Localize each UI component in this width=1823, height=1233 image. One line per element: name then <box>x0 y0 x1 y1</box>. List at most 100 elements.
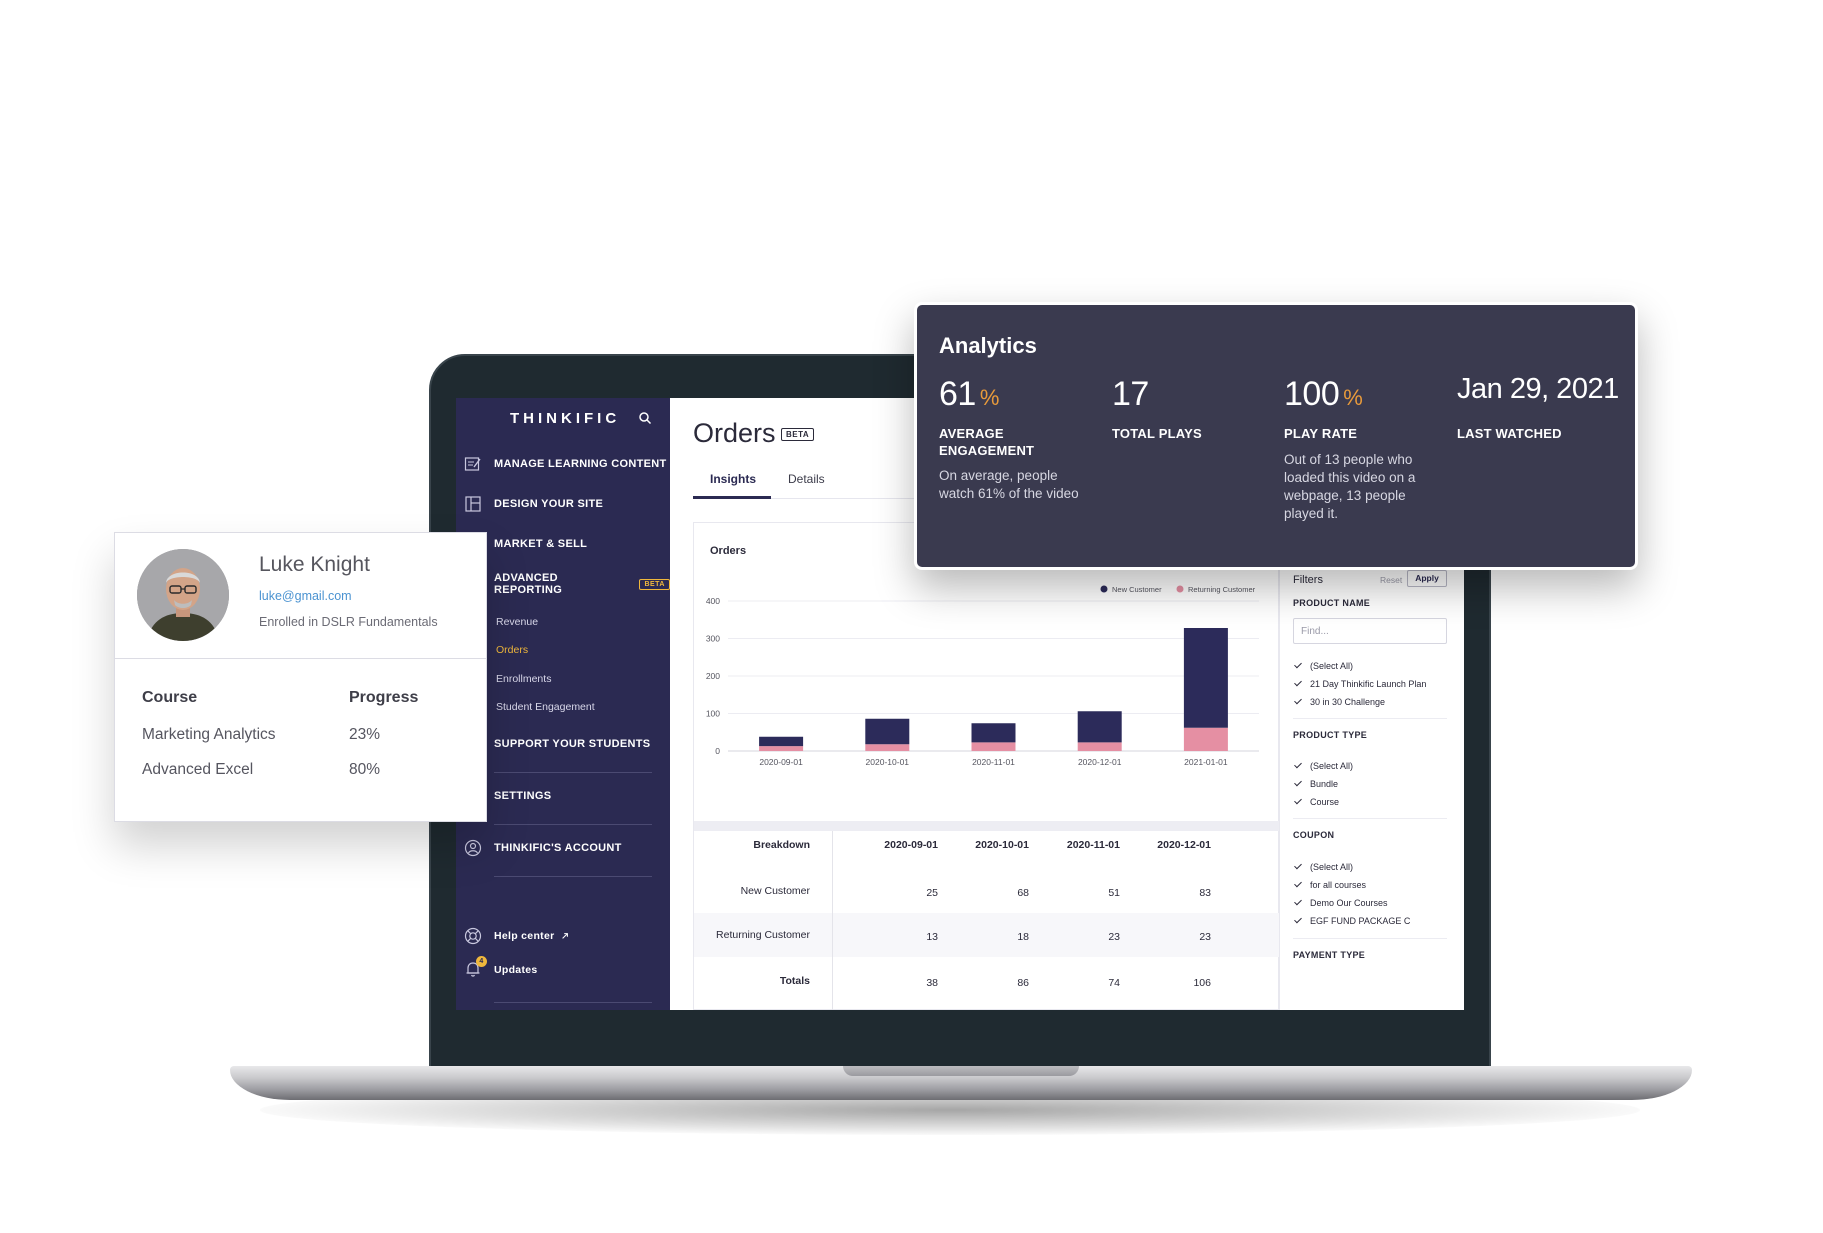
sidebar-sub-revenue[interactable]: Revenue <box>496 616 539 628</box>
course-name: Marketing Analytics <box>142 726 276 743</box>
card-title: Orders <box>710 545 747 557</box>
sidebar-sub-student-engagement[interactable]: Student Engagement <box>496 701 595 713</box>
tab-insights[interactable]: Insights <box>710 472 757 486</box>
filter-option-label: (Select All) <box>1310 761 1354 771</box>
filter-option-label: Bundle <box>1310 779 1339 789</box>
legend-marker <box>1100 585 1108 593</box>
nav-market-and-sell[interactable]: MARKET & SELL <box>456 527 670 561</box>
nav-label: DESIGN YOUR SITE <box>494 498 604 510</box>
filters-title: Filters <box>1293 574 1323 586</box>
table-header-cell: 2020-10-01 <box>975 839 1029 851</box>
stat-desc-line: webpage, 13 people <box>1284 488 1406 503</box>
y-tick-label: 100 <box>706 709 720 719</box>
nav-advanced-reporting[interactable]: ADVANCED REPORTING BETA <box>456 567 670 601</box>
column-header-progress: Progress <box>349 689 419 706</box>
stat-desc-line: watch 61% of the video <box>939 486 1079 501</box>
bell-wrapper: 4 <box>456 955 494 981</box>
x-tick-label: 2020-10-01 <box>866 757 910 767</box>
checkmark-icon[interactable] <box>1293 661 1303 671</box>
stat-desc-line: loaded this video on a <box>1284 470 1416 485</box>
analytics-card: Analytics 61% AVERAGE ENGAGEMENT On aver… <box>914 302 1638 570</box>
filters-panel: Filters Reset Apply PRODUCT NAME (Select… <box>1279 558 1464 1010</box>
person-photo-icon <box>137 549 229 641</box>
page-title: Orders <box>693 418 776 448</box>
nav-design-your-site[interactable]: DESIGN YOUR SITE <box>456 487 670 521</box>
stat-average-engagement: 61% <box>939 375 999 414</box>
nav-settings[interactable]: SETTINGS <box>456 779 670 813</box>
filter-option-label: (Select All) <box>1310 862 1354 872</box>
nav-label: THINKIFIC'S ACCOUNT <box>494 842 622 854</box>
checkmark-icon[interactable] <box>1293 679 1303 689</box>
table-header-cell: 2020-12-01 <box>1157 839 1211 851</box>
legend-marker <box>1176 585 1184 593</box>
checkmark-icon[interactable] <box>1293 761 1303 771</box>
product-name-search-input[interactable] <box>1293 618 1447 644</box>
nav-updates[interactable]: 4 Updates <box>456 953 670 987</box>
table-cell: 86 <box>1017 977 1029 989</box>
filter-option[interactable]: (Select All) <box>1293 862 1353 872</box>
sidebar-sub-enrollments[interactable]: Enrollments <box>496 673 552 685</box>
card-divider <box>115 658 486 659</box>
stat-play-rate: 100% <box>1284 375 1363 414</box>
stat-label-line: ENGAGEMENT <box>939 443 1035 458</box>
nav-help-center[interactable]: Help center <box>456 919 670 953</box>
filter-option[interactable]: EGF FUND PACKAGE C <box>1293 916 1410 926</box>
student-email-link[interactable]: luke@gmail.com <box>259 589 352 603</box>
filter-option-label: 21 Day Thinkific Launch Plan <box>1310 679 1427 689</box>
nav-support-your-students[interactable]: SUPPORT YOUR STUDENTS <box>456 727 670 761</box>
tab-details[interactable]: Details <box>788 472 825 486</box>
beta-badge: BETA <box>639 578 670 590</box>
filter-option-label: Demo Our Courses <box>1310 898 1388 908</box>
table-header-cell: 2020-11-01 <box>1066 839 1120 851</box>
table-cell: 23 <box>1108 931 1120 943</box>
table-row-label: Totals <box>779 975 810 987</box>
y-tick-label: 400 <box>706 596 720 606</box>
checkmark-icon[interactable] <box>1293 697 1303 707</box>
bar-returning-customer <box>971 742 1016 751</box>
stat-unit: % <box>979 385 1000 410</box>
filter-option[interactable]: Bundle <box>1293 779 1338 789</box>
checkmark-icon[interactable] <box>1293 898 1303 908</box>
checkmark-icon[interactable] <box>1293 797 1303 807</box>
table-cell: 38 <box>926 977 938 989</box>
table-cell: 106 <box>1193 977 1211 989</box>
student-profile-card: Luke Knight luke@gmail.com Enrolled in D… <box>114 532 487 822</box>
bar-returning-customer <box>1183 727 1228 751</box>
filters-apply-button[interactable]: Apply <box>1407 570 1447 587</box>
table-column-divider <box>832 831 833 1010</box>
checkmark-icon[interactable] <box>1293 862 1303 872</box>
filter-option[interactable]: Course <box>1293 797 1339 807</box>
table-row-label: Returning Customer <box>716 929 810 941</box>
search-icon[interactable] <box>638 411 652 425</box>
filter-option[interactable]: Demo Our Courses <box>1293 898 1388 908</box>
filter-option[interactable]: (Select All) <box>1293 661 1353 671</box>
nav-manage-learning-content[interactable]: MANAGE LEARNING CONTENT <box>456 447 670 481</box>
layout-icon <box>465 496 481 512</box>
table-cell: 83 <box>1199 887 1211 899</box>
table-cell: 51 <box>1108 887 1120 899</box>
sidebar-sub-orders[interactable]: Orders <box>496 644 529 656</box>
bar-new-customer <box>1077 711 1122 743</box>
filters-reset-button[interactable]: Reset <box>1380 575 1403 585</box>
edit-content-icon <box>464 457 481 471</box>
table-cell: 13 <box>926 931 938 943</box>
stat-desc-line: On average, people <box>939 468 1058 483</box>
tab-active-underline <box>693 496 771 499</box>
nav-label: MARKET & SELL <box>494 538 588 550</box>
nav-thinkifics-account[interactable]: THINKIFIC'S ACCOUNT <box>456 831 670 865</box>
bar-returning-customer <box>759 746 804 751</box>
stat-value: 61 <box>939 375 976 413</box>
checkmark-icon[interactable] <box>1293 779 1303 789</box>
checkmark-icon[interactable] <box>1293 880 1303 890</box>
bell-icon <box>466 961 480 977</box>
table-header-cell: Breakdown <box>753 839 810 851</box>
filter-option[interactable]: 30 in 30 Challenge <box>1293 697 1385 707</box>
checkmark-icon[interactable] <box>1293 916 1303 926</box>
student-name: Luke Knight <box>259 553 370 576</box>
updates-label: Updates <box>494 964 538 976</box>
table-cell: 23 <box>1199 931 1211 943</box>
filter-option-label: EGF FUND PACKAGE C <box>1310 916 1411 926</box>
filter-option[interactable]: (Select All) <box>1293 761 1353 771</box>
filter-option[interactable]: 21 Day Thinkific Launch Plan <box>1293 679 1426 689</box>
filter-option[interactable]: for all courses <box>1293 880 1366 890</box>
